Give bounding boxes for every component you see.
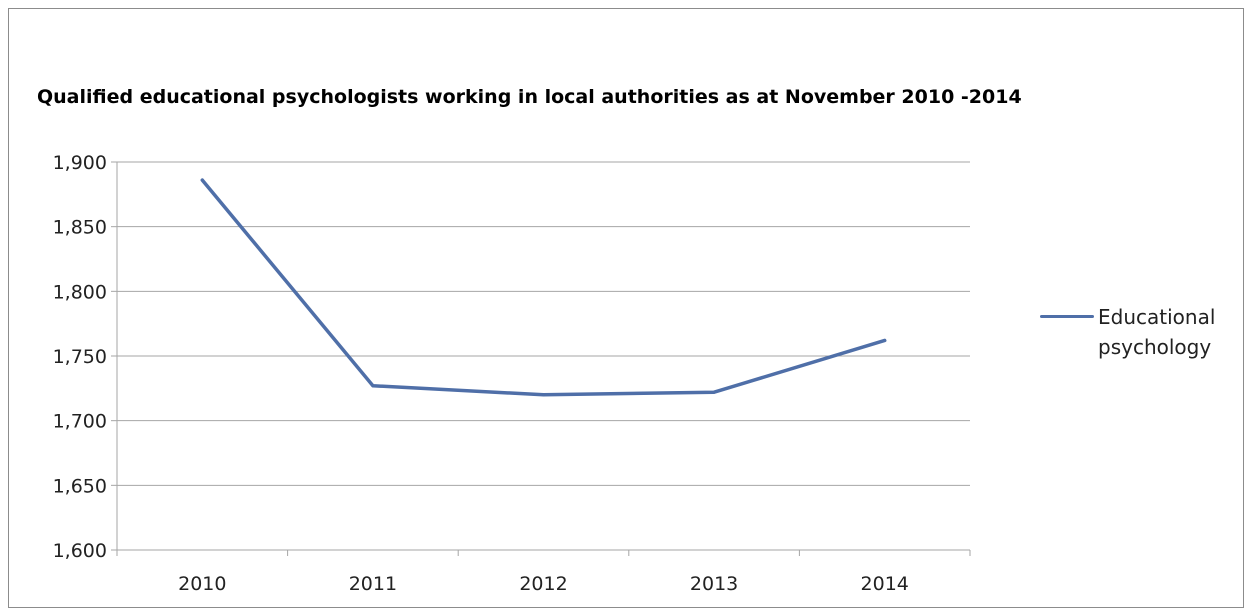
- line-chart: 1,600 1,650 1,700 1,750 1,800 1,850 1,900 2010…: [53, 152, 971, 595]
- y-tick-label: 1,850: [53, 217, 107, 239]
- y-tick-label: 1,600: [53, 540, 107, 562]
- x-tick-label: 2011: [349, 573, 397, 595]
- legend: Educational psychology: [1040, 302, 1245, 362]
- x-tick-labels: 2010 2011 2012 2013 2014: [178, 573, 909, 595]
- gridlines: [117, 161, 970, 486]
- data-point: [542, 393, 545, 397]
- legend-label: Educational psychology: [1098, 305, 1216, 359]
- x-tick-label: 2014: [861, 573, 909, 595]
- y-tick-label: 1,650: [53, 475, 107, 497]
- chart-frame: [8, 8, 1244, 608]
- series-line: [200, 178, 887, 397]
- axes: [111, 161, 971, 556]
- y-tick-label: 1,750: [53, 346, 107, 368]
- x-tick-label: 2012: [519, 573, 567, 595]
- data-point: [200, 178, 204, 182]
- series-lines: [200, 178, 887, 397]
- data-point: [371, 384, 375, 388]
- legend-swatch: [1040, 315, 1094, 318]
- data-point: [883, 338, 887, 342]
- y-tick-label: 1,700: [53, 411, 107, 433]
- chart-title: Qualified educational psychologists work…: [37, 86, 1022, 108]
- y-tick-label: 1,800: [53, 281, 107, 303]
- y-tick-labels: 1,600 1,650 1,700 1,750 1,800 1,850 1,900: [53, 152, 107, 562]
- y-tick-label: 1,900: [53, 152, 107, 174]
- x-tick-label: 2013: [690, 573, 738, 595]
- x-tick-label: 2010: [178, 573, 226, 595]
- data-point: [712, 390, 716, 394]
